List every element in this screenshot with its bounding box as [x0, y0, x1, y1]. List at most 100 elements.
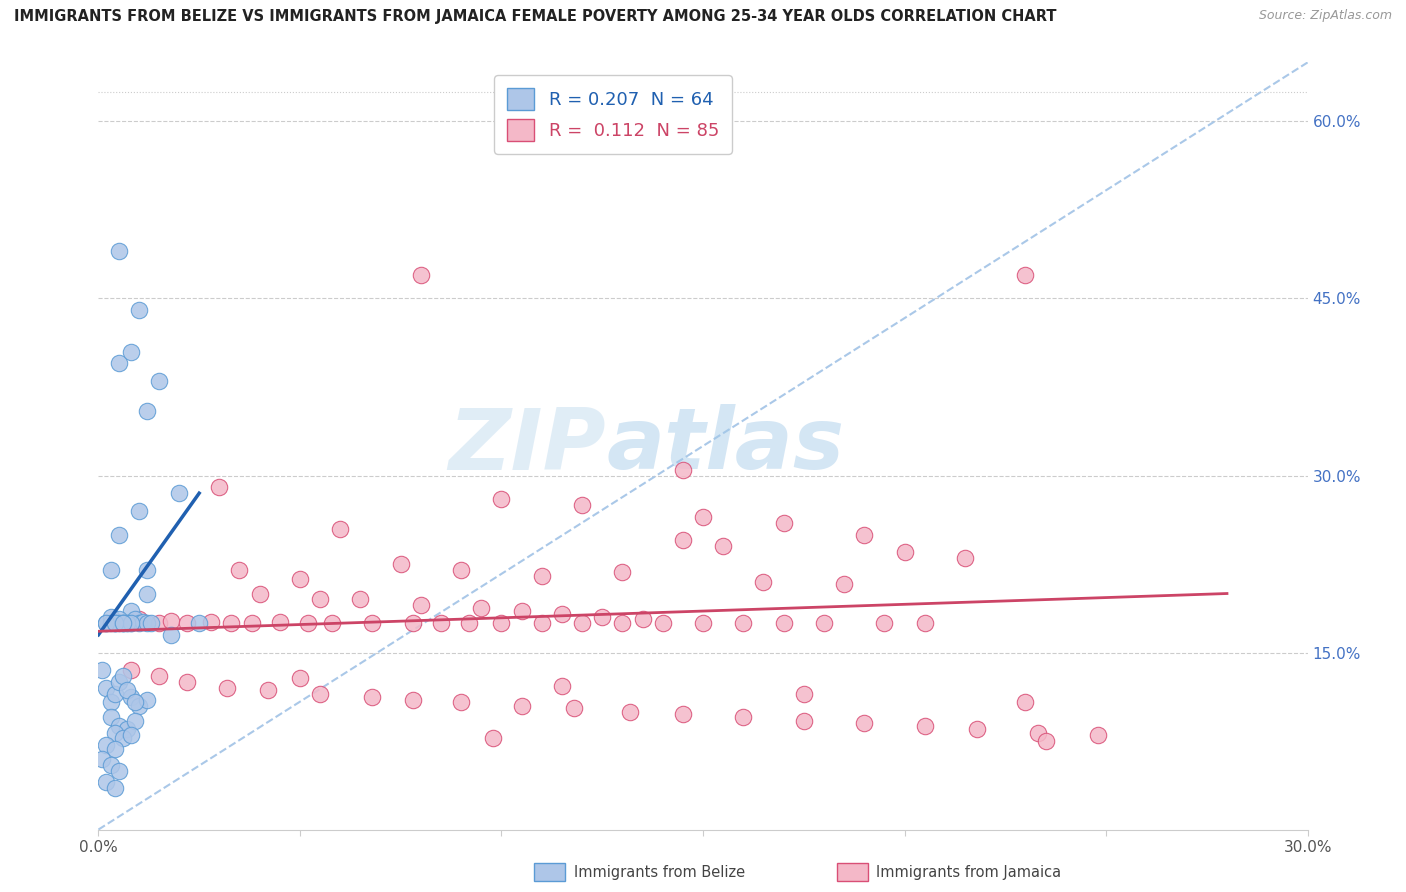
Point: [148, 615, 170, 630]
Point: [96, 738, 118, 752]
Point: [551, 679, 574, 693]
Text: Immigrants from Belize: Immigrants from Belize: [574, 865, 745, 880]
Point: [128, 612, 150, 626]
Point: [96, 615, 118, 630]
Point: [128, 698, 150, 713]
Point: [120, 615, 142, 630]
Point: [148, 374, 170, 388]
Point: [115, 723, 138, 737]
Point: [733, 710, 755, 724]
Point: [813, 615, 835, 630]
Point: [91, 752, 114, 766]
Point: [249, 586, 271, 600]
Point: [135, 692, 157, 706]
Point: [103, 615, 125, 630]
Point: [672, 462, 695, 476]
Point: [914, 615, 936, 630]
Point: [100, 563, 122, 577]
Point: [115, 615, 138, 630]
Point: [111, 615, 134, 630]
Point: [120, 604, 142, 618]
Point: [321, 615, 343, 630]
Point: [329, 522, 352, 536]
Point: [450, 695, 472, 709]
Point: [107, 356, 129, 370]
Point: [100, 710, 122, 724]
Point: [409, 268, 432, 282]
Point: [482, 731, 505, 745]
Point: [953, 551, 976, 566]
Point: [631, 612, 654, 626]
Point: [651, 615, 673, 630]
Point: [135, 403, 157, 417]
Point: [124, 695, 146, 709]
Point: [107, 615, 129, 630]
Point: [530, 615, 553, 630]
Point: [752, 574, 775, 589]
Point: [1014, 695, 1036, 709]
Point: [167, 486, 190, 500]
Point: [107, 764, 129, 778]
Point: [772, 615, 794, 630]
Point: [100, 610, 122, 624]
Point: [188, 615, 211, 630]
Text: Source: ZipAtlas.com: Source: ZipAtlas.com: [1258, 9, 1392, 22]
Point: [288, 573, 311, 587]
Point: [288, 672, 311, 686]
Point: [1026, 726, 1049, 740]
Point: [200, 615, 222, 629]
Point: [853, 716, 876, 731]
Point: [120, 344, 142, 359]
Point: [458, 615, 481, 630]
Point: [389, 557, 412, 571]
Point: [120, 690, 142, 705]
Point: [96, 775, 118, 789]
Point: [240, 615, 263, 630]
Point: [510, 604, 533, 618]
Point: [135, 586, 157, 600]
Point: [672, 706, 695, 721]
Point: [103, 615, 125, 630]
Point: [228, 563, 250, 577]
Point: [139, 615, 162, 630]
Point: [510, 698, 533, 713]
Point: [107, 615, 129, 630]
Point: [103, 687, 125, 701]
Point: [1014, 268, 1036, 282]
Point: [832, 577, 855, 591]
Point: [402, 615, 425, 630]
Point: [107, 244, 129, 259]
Point: [96, 615, 118, 630]
Point: [430, 615, 453, 630]
Point: [111, 615, 134, 630]
Point: [176, 675, 198, 690]
Point: [100, 615, 122, 630]
Point: [103, 615, 125, 630]
Point: [733, 615, 755, 630]
Point: [491, 615, 513, 630]
Text: IMMIGRANTS FROM BELIZE VS IMMIGRANTS FROM JAMAICA FEMALE POVERTY AMONG 25-34 YEA: IMMIGRANTS FROM BELIZE VS IMMIGRANTS FRO…: [14, 9, 1056, 24]
Point: [103, 726, 125, 740]
Point: [128, 303, 150, 318]
Point: [128, 504, 150, 518]
Point: [409, 599, 432, 613]
Point: [120, 663, 142, 677]
Point: [1035, 734, 1057, 748]
Point: [402, 692, 425, 706]
Point: [111, 731, 134, 745]
Point: [107, 612, 129, 626]
Text: Immigrants from Jamaica: Immigrants from Jamaica: [876, 865, 1062, 880]
Text: atlas: atlas: [606, 404, 845, 488]
Point: [772, 516, 794, 530]
Point: [309, 687, 332, 701]
Point: [349, 592, 371, 607]
Point: [160, 628, 183, 642]
Point: [571, 615, 593, 630]
Point: [221, 615, 243, 630]
Point: [148, 669, 170, 683]
Point: [793, 714, 815, 728]
Point: [297, 615, 319, 630]
Point: [793, 687, 815, 701]
Point: [470, 600, 492, 615]
Point: [619, 705, 641, 719]
